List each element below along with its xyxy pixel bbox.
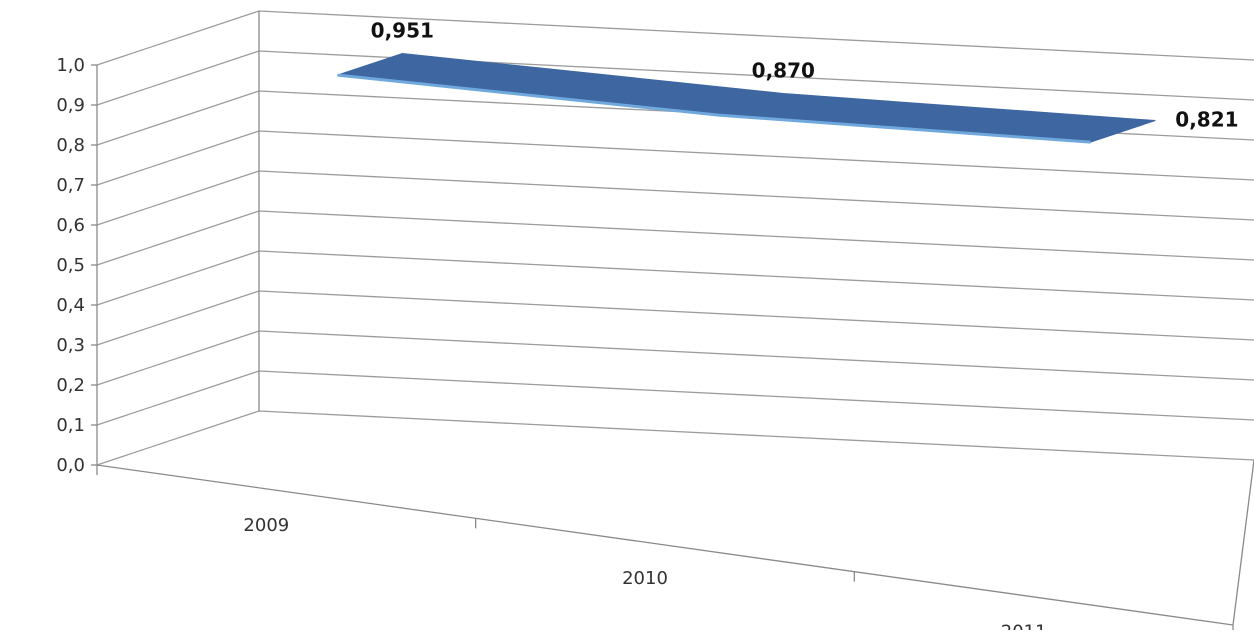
data-label: 0,951: [371, 19, 434, 43]
gridline: [97, 171, 1254, 225]
y-tick-label: 0,7: [56, 175, 85, 196]
gridline: [97, 251, 1254, 305]
data-series-ribbon: [337, 54, 1155, 143]
gridline: [97, 11, 1254, 65]
gridline: [97, 371, 1254, 425]
y-tick-label: 0,2: [56, 375, 85, 396]
gridline: [97, 211, 1254, 265]
y-tick-label: 0,0: [56, 455, 85, 476]
y-tick-label: 0,5: [56, 255, 85, 276]
y-tick-label: 0,8: [56, 135, 85, 156]
x-axis-tick-labels: 2009 2010 2011: [243, 515, 1046, 630]
y-axis-tick-labels: 0,0 0,1 0,2 0,3 0,4 0,5 0,6 0,7 0,8 0,9 1,0: [56, 55, 85, 476]
series-ribbon-surface: [338, 54, 1156, 143]
x-tick-label: 2011: [1001, 622, 1047, 630]
gridline: [97, 291, 1254, 345]
y-tick-label: 0,1: [56, 415, 85, 436]
y-tick-label: 0,9: [56, 95, 85, 116]
y-tick-label: 0,3: [56, 335, 85, 356]
x-axis-line: [97, 465, 1233, 625]
data-label: 0,870: [752, 59, 815, 83]
y-tick-label: 0,4: [56, 295, 85, 316]
gridlines: [91, 11, 1254, 465]
y-tick-label: 1,0: [56, 55, 85, 76]
data-label: 0,821: [1175, 108, 1238, 132]
y-tick-label: 0,6: [56, 215, 85, 236]
x-tick-label: 2009: [243, 515, 289, 536]
floor-right-edge: [1233, 460, 1254, 625]
gridline: [97, 411, 1254, 465]
x-tick-label: 2010: [622, 568, 668, 589]
gridline: [97, 331, 1254, 385]
